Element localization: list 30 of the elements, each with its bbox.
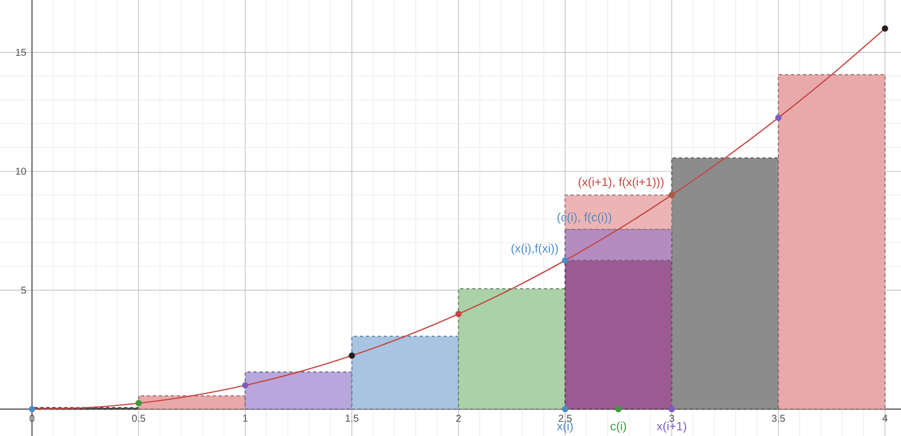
point bbox=[348, 352, 356, 359]
x-tick-label: 2.5 bbox=[558, 414, 572, 422]
bar bbox=[564, 228, 672, 262]
point bbox=[668, 192, 675, 198]
x-tick-label: 1 bbox=[243, 414, 248, 422]
point bbox=[455, 310, 462, 318]
point bbox=[882, 25, 888, 32]
bar bbox=[564, 260, 672, 410]
annotation: (x(i+1), f(x(i+1))) bbox=[578, 177, 664, 189]
x-tick-label: 4 bbox=[882, 414, 888, 422]
y-tick-label: 5 bbox=[21, 286, 26, 294]
y-tick-label: 15 bbox=[16, 48, 26, 56]
annotation: x(i+1) bbox=[656, 422, 686, 433]
x-tick-label: 3.5 bbox=[772, 414, 785, 422]
bar bbox=[778, 74, 886, 410]
y-tick-label: 10 bbox=[16, 168, 26, 175]
bar bbox=[244, 371, 352, 410]
x-tick-label: 1.5 bbox=[346, 414, 358, 422]
x-tick-label: 0.5 bbox=[132, 414, 146, 422]
x-tick-label: 2 bbox=[456, 414, 461, 422]
point bbox=[615, 406, 622, 412]
bar bbox=[671, 157, 779, 410]
x-tick-label: 3 bbox=[669, 414, 674, 422]
bar bbox=[458, 288, 566, 410]
annotation: (x(i),f(xi)) bbox=[512, 244, 558, 255]
annotation: (c(i), f(c(i)) bbox=[558, 212, 612, 224]
annotation: x(i) bbox=[556, 422, 573, 433]
bar bbox=[138, 395, 246, 410]
annotation: c(i) bbox=[610, 422, 626, 433]
bar bbox=[351, 336, 460, 410]
